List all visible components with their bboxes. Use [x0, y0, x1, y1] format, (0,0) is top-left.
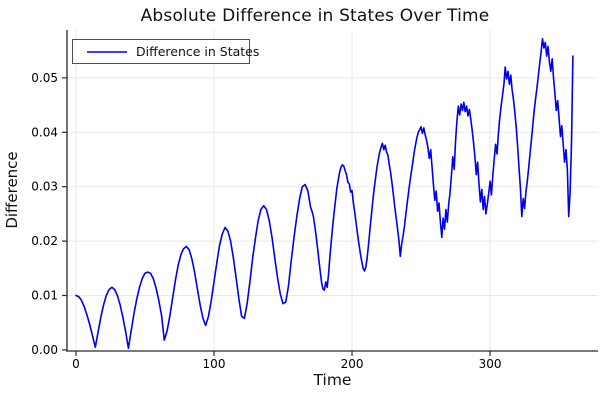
y-axis-label: Difference — [3, 151, 21, 229]
x-tick-label: 200 — [341, 357, 364, 371]
x-tick-label: 0 — [72, 357, 80, 371]
y-tick-label: 0.01 — [31, 289, 58, 303]
legend-label: Difference in States — [136, 44, 260, 59]
y-tick-label: 0.02 — [31, 234, 58, 248]
x-axis-label: Time — [313, 371, 352, 389]
legend-box: Difference in States — [72, 39, 259, 64]
x-tick-label: 300 — [479, 357, 502, 371]
chart-title: Absolute Difference in States Over Time — [140, 6, 490, 26]
x-tick-label: 100 — [203, 357, 226, 371]
y-tick-label: 0.00 — [31, 343, 58, 357]
y-tick-label: 0.03 — [31, 180, 58, 194]
legend-line-swatch-icon — [87, 50, 127, 53]
y-tick-label: 0.04 — [31, 125, 58, 139]
difference-series-line — [75, 37, 574, 350]
y-tick-label: 0.05 — [31, 71, 58, 85]
